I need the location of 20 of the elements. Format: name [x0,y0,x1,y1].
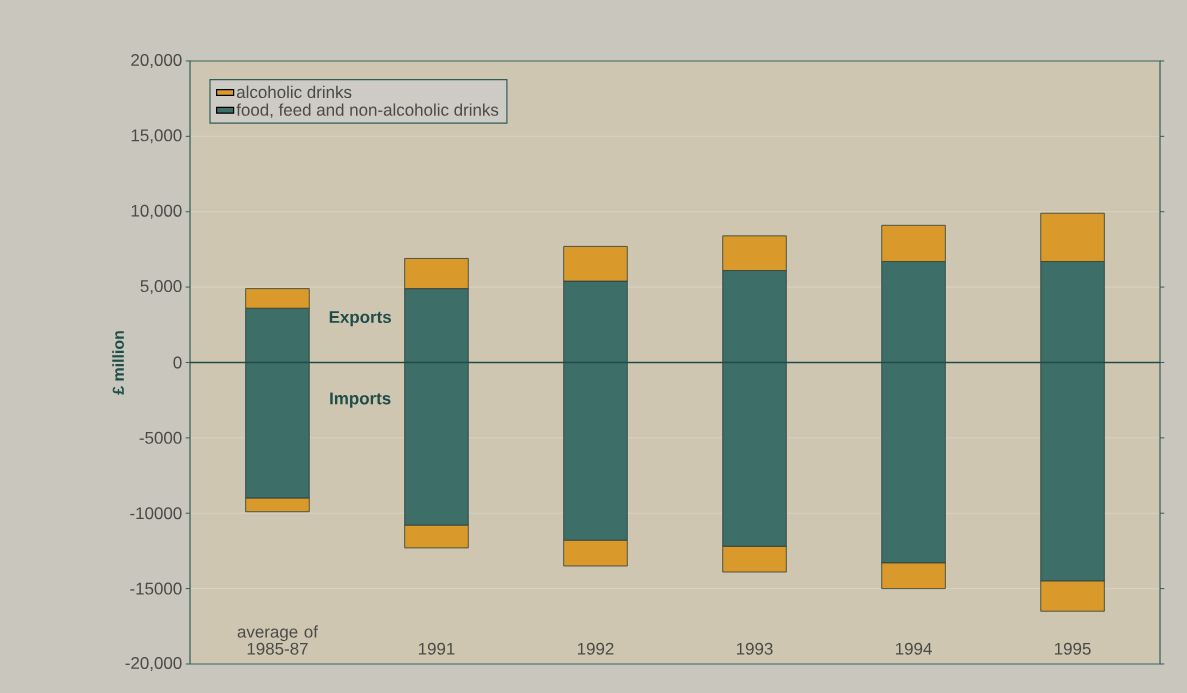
legend-label: food, feed and non-alcoholic drinks [236,103,499,118]
annotation: Imports [330,392,391,408]
y-tick-label: 20,000 [131,53,182,68]
y-tick-label: -15000 [130,582,182,595]
x-tick-label: 1991 [418,642,455,655]
y-tick-label: -5000 [139,431,182,444]
y-tick-label: -20,000 [125,656,182,671]
x-tick-label: average of 1985-87 [237,625,318,655]
y-tick-label: 15,000 [131,129,182,144]
y-tick-label: 0 [173,356,182,369]
y-tick-label: -10000 [130,507,182,520]
x-tick-label: 1995 [1055,642,1091,655]
x-tick-label: 1993 [736,642,773,655]
x-tick-label: 1994 [895,642,932,655]
legend-label: alcoholic drinks [236,85,352,99]
y-axis-title: £ million [112,331,124,395]
annotation: Exports [329,311,391,327]
y-tick-label: 10,000 [131,204,182,219]
y-tick-label: 5,000 [140,280,182,295]
x-tick-label: 1992 [577,642,614,655]
